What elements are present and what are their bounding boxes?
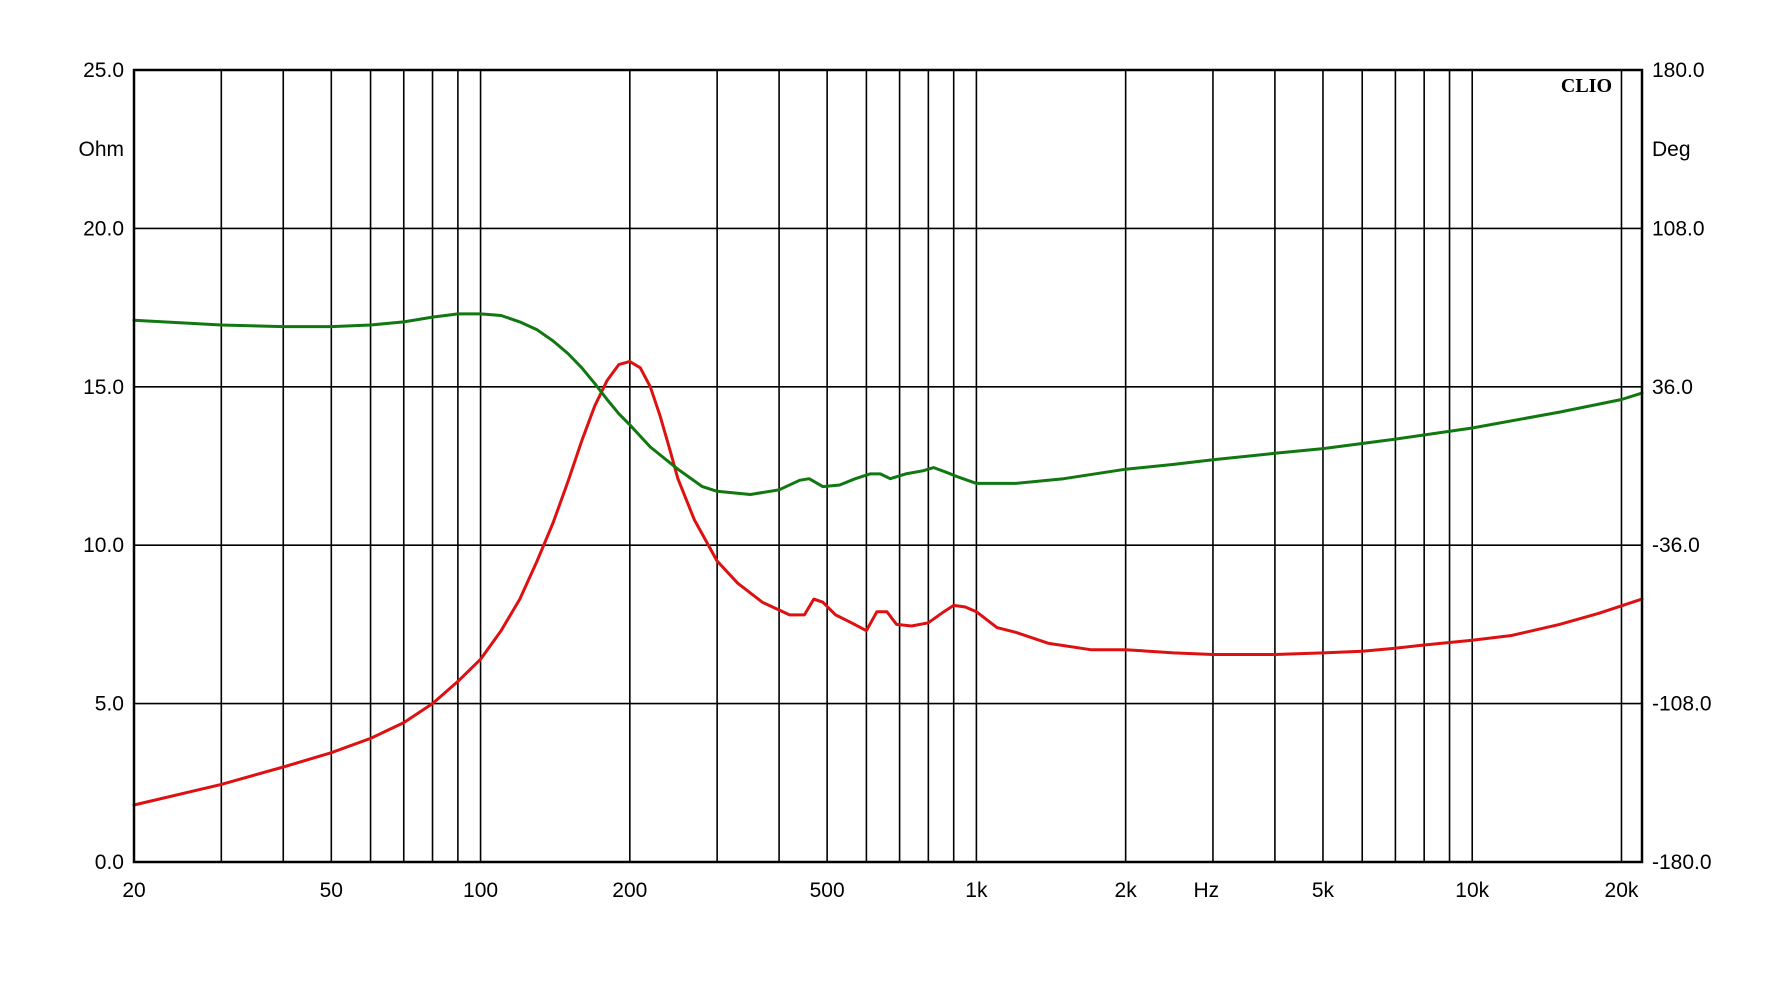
x-tick-label: 5k (1312, 879, 1335, 902)
y-right-tick-label: -108.0 (1652, 693, 1712, 716)
x-tick-label: 2k (1115, 879, 1138, 902)
series-line-1 (132, 360, 1644, 807)
y-right-tick-label: 108.0 (1652, 217, 1705, 240)
plot-frame (132, 68, 1644, 864)
y-left-tick-label: 15.0 (83, 376, 124, 399)
y-right-tick-label: 180.0 (1652, 59, 1705, 82)
x-tick-label: 20 (122, 879, 145, 902)
x-tick-label: 100 (463, 879, 498, 902)
brand-label: CLIO (1561, 75, 1612, 97)
y-right-tick-label: 36.0 (1652, 376, 1693, 399)
x-unit-label: Hz (1193, 879, 1219, 902)
x-tick-label: 500 (810, 879, 845, 902)
x-tick-label: 1k (965, 879, 988, 902)
x-tick-label: 200 (612, 879, 647, 902)
y-right-unit-label: Deg (1652, 138, 1691, 161)
y-right-tick-label: -36.0 (1652, 534, 1700, 557)
y-left-tick-label: 25.0 (83, 59, 124, 82)
x-tick-label: 20k (1605, 879, 1639, 902)
y-right-tick-label: -180.0 (1652, 851, 1712, 874)
grid (134, 70, 1642, 862)
axis-labels: 20 50 100 200 500 1k 2k 5k 10k 20k Hz 0.0 5.0 10.0 15.… (78, 59, 1711, 902)
x-tick-label: 10k (1455, 879, 1489, 902)
y-left-tick-label: 5.0 (95, 693, 124, 716)
y-left-tick-label: 10.0 (83, 534, 124, 557)
y-left-unit-label: Ohm (78, 138, 124, 161)
x-tick-label: 50 (320, 879, 343, 902)
y-left-tick-label: 20.0 (83, 217, 124, 240)
series-group (132, 312, 1644, 807)
series-line-2 (132, 312, 1644, 496)
y-left-tick-label: 0.0 (95, 851, 124, 874)
